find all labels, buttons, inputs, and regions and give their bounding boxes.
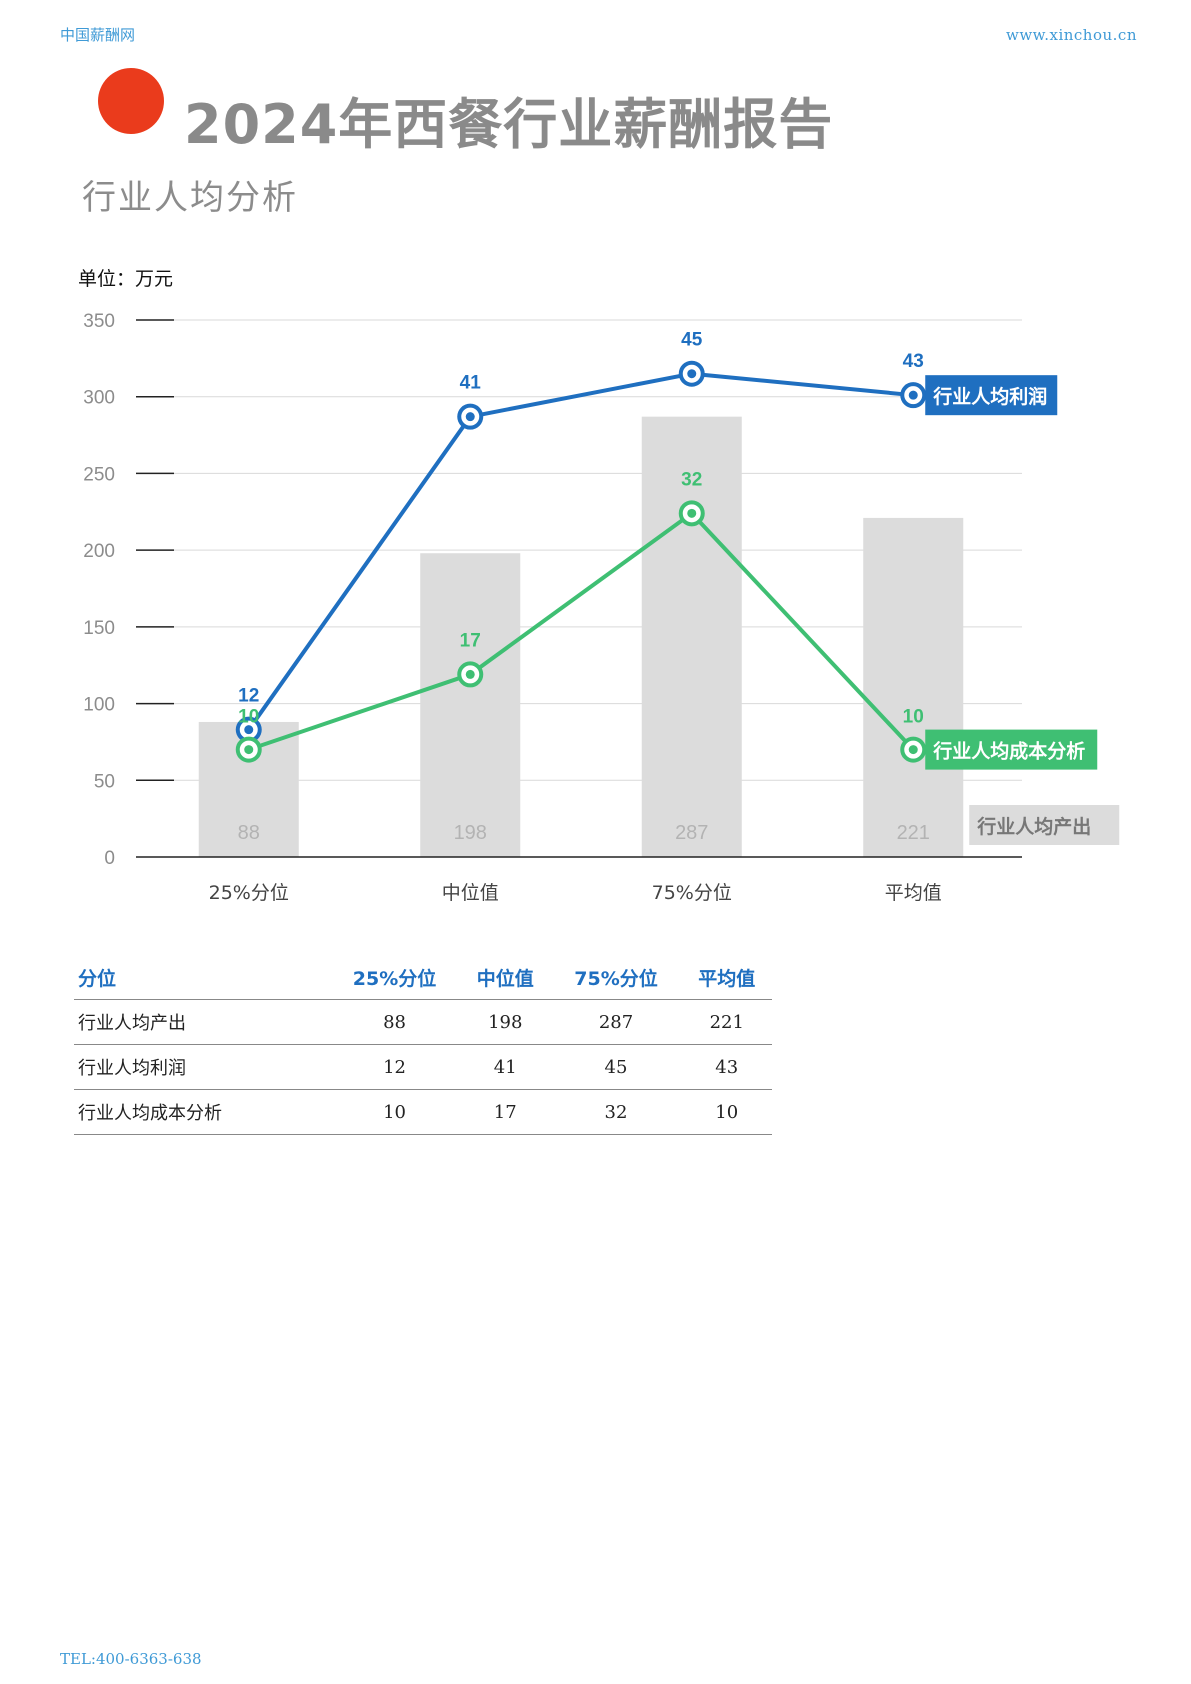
legend-label: 行业人均成本分析 (932, 740, 1085, 763)
x-tick-label: 75%分位 (652, 882, 732, 904)
footer-tel: TEL:400-6363-638 (60, 1650, 202, 1668)
row-label: 行业人均利润 (74, 1044, 329, 1090)
table-cell: 12 (329, 1044, 461, 1090)
y-tick-label: 50 (94, 771, 115, 792)
section-title: 行业人均分析 (82, 178, 298, 218)
x-tick-label: 中位值 (442, 882, 499, 904)
data-label: 43 (903, 351, 924, 372)
data-label: 10 (238, 707, 259, 728)
table-cell: 10 (681, 1089, 772, 1135)
bar-value-label: 88 (238, 822, 260, 844)
row-label: 行业人均产出 (74, 999, 329, 1045)
table-header-cell: 中位值 (460, 955, 551, 1000)
data-table: 分位 25%分位 中位值 75%分位 平均值 行业人均产出 88 198 287… (74, 955, 772, 1135)
bar-value-label: 287 (675, 822, 708, 844)
y-tick-label: 100 (83, 695, 115, 716)
legend-label: 行业人均产出 (976, 815, 1091, 838)
data-point-center (908, 745, 918, 755)
table-header-cell: 平均值 (681, 955, 772, 1000)
bar (641, 416, 742, 857)
table-row: 行业人均产出 88 198 287 221 (74, 999, 772, 1045)
legend-box (925, 375, 1058, 416)
table-header-cell: 25%分位 (329, 955, 461, 1000)
data-point-center (244, 745, 254, 755)
table-cell: 17 (460, 1089, 551, 1135)
title-dot-decoration (98, 68, 164, 134)
bar (420, 553, 521, 857)
bar-value-label: 198 (454, 822, 487, 844)
bar (863, 517, 964, 857)
table-header-cell: 分位 (74, 955, 329, 1000)
data-point-center (687, 369, 697, 379)
unit-label: 单位：万元 (78, 268, 174, 290)
series-line (247, 371, 914, 731)
legend-box (969, 805, 1120, 845)
table-row: 行业人均利润 12 41 45 43 (74, 1044, 772, 1090)
legend-label: 行业人均利润 (932, 385, 1047, 408)
x-tick-label: 25%分位 (209, 882, 289, 904)
data-point-center (908, 390, 918, 400)
table-cell: 88 (329, 999, 461, 1045)
y-tick-label: 350 (83, 311, 115, 332)
table-cell: 41 (460, 1044, 551, 1090)
data-label: 12 (238, 686, 259, 707)
data-point-center (465, 412, 475, 422)
table-row: 行业人均成本分析 10 17 32 10 (74, 1089, 772, 1135)
data-label: 10 (903, 707, 924, 728)
y-tick-label: 0 (104, 848, 115, 869)
table-cell: 32 (550, 1089, 682, 1135)
data-point-center (687, 508, 697, 518)
row-label: 行业人均成本分析 (74, 1089, 329, 1135)
table-cell: 221 (681, 999, 772, 1045)
table-cell: 287 (550, 999, 682, 1045)
data-point-center (244, 725, 254, 735)
x-tick-label: 平均值 (885, 882, 942, 904)
data-label: 17 (460, 630, 481, 651)
y-tick-label: 300 (83, 388, 115, 409)
table-cell: 45 (550, 1044, 682, 1090)
data-label: 45 (681, 330, 703, 351)
legend-box (925, 729, 1098, 770)
y-tick-label: 200 (83, 541, 115, 562)
site-name: 中国薪酬网 (60, 26, 136, 44)
y-tick-label: 150 (83, 618, 115, 639)
table-header-cell: 75%分位 (550, 955, 682, 1000)
y-tick-label: 250 (83, 464, 115, 485)
site-url: www.xinchou.cn (1005, 26, 1137, 44)
chart: 0 50 100 150 200 250 300 350 88 198 287 221 25%分位 中位值… (83, 311, 1120, 904)
series-line (248, 511, 915, 752)
table-header-row: 分位 25%分位 中位值 75%分位 平均值 (74, 955, 772, 1000)
report-title: 2024年西餐行业薪酬报告 (184, 93, 834, 156)
table-cell: 198 (460, 999, 551, 1045)
table-cell: 43 (681, 1044, 772, 1090)
table-cell: 10 (329, 1089, 461, 1135)
bar-value-label: 221 (897, 822, 930, 844)
data-point-center (465, 669, 475, 679)
data-label: 32 (681, 469, 702, 490)
data-label: 41 (460, 373, 482, 394)
